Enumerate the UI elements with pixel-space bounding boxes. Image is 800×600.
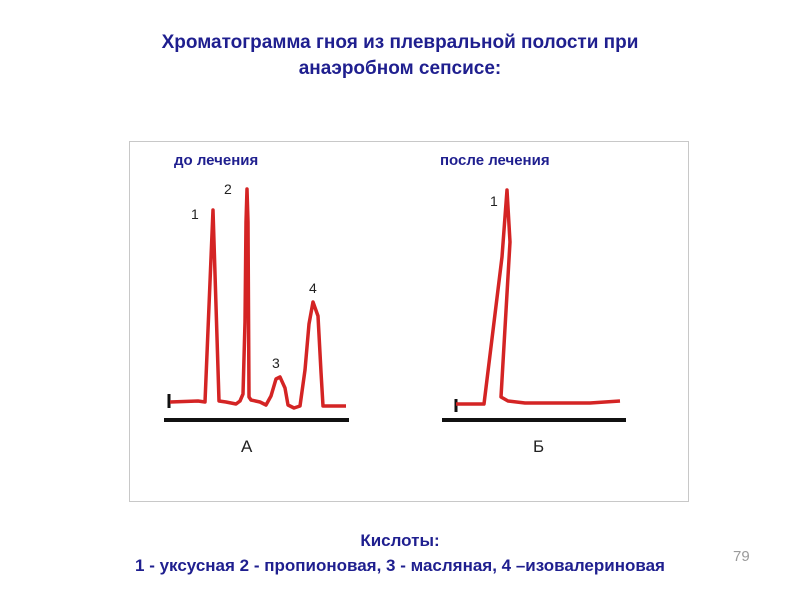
peak-label-a-4: 4 [309,280,317,296]
peak-label-a-1: 1 [191,206,199,222]
title-line-1: Хроматограмма гноя из плевральной полост… [161,32,639,53]
heading-after-treatment: после лечения [440,152,550,169]
axis-label-b: Б [533,437,544,456]
peak-label-a-2: 2 [224,181,232,197]
heading-before-treatment: до лечения [174,152,259,169]
footer-caption-heading: Кислоты: [360,531,440,550]
page-number: 79 [733,548,750,565]
chromatogram-panel: 1 2 3 4 1 А Б до лечения после лечения [129,141,689,502]
peak-label-a-3: 3 [272,355,280,371]
footer-caption-legend: 1 - уксусная 2 - пропионовая, 3 - маслян… [135,556,665,575]
peak-label-b-1: 1 [490,193,498,209]
chromatogram-svg: 1 2 3 4 1 А Б [164,181,626,456]
axis-label-a: А [241,437,253,456]
slide-title: Хроматограмма гноя из плевральной полост… [0,30,800,82]
title-line-2: анаэробном сепсисе: [298,58,502,79]
trace-before-treatment [169,187,346,410]
trace-after-treatment [456,188,621,406]
